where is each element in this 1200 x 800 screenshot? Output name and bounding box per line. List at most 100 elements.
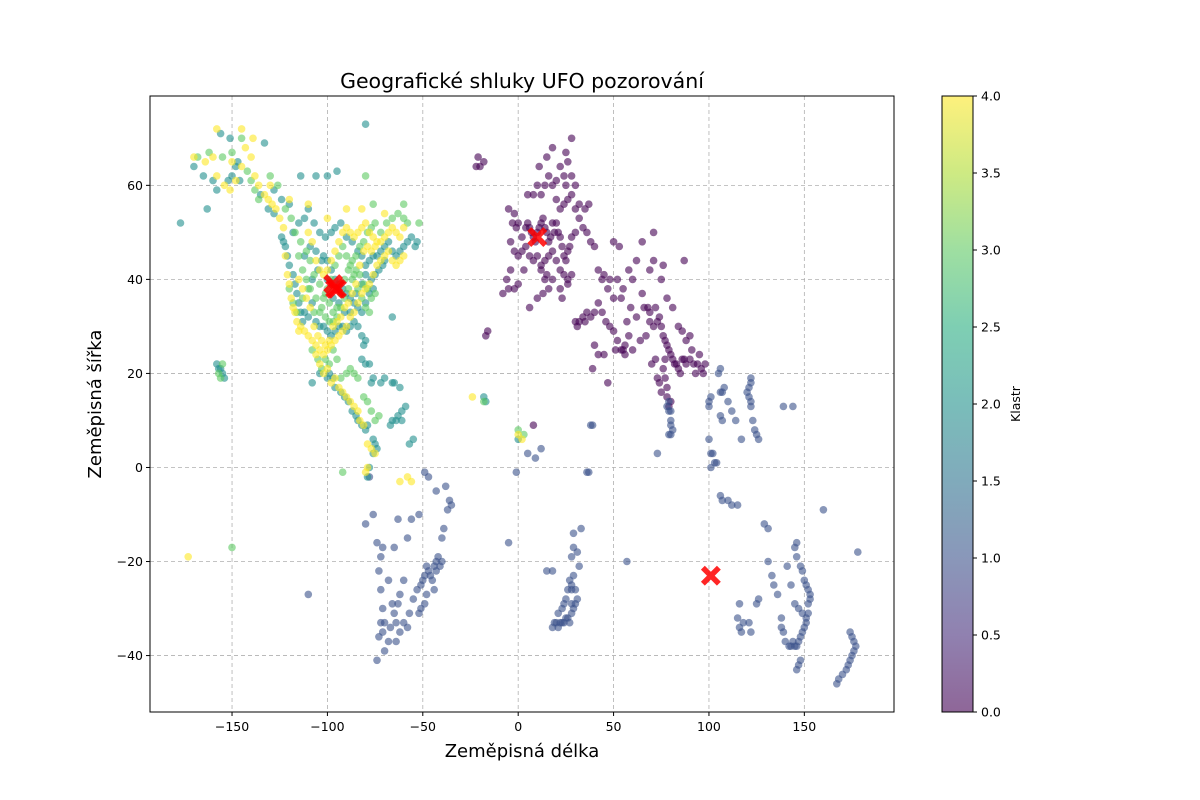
data-point-cluster-2 — [407, 233, 416, 241]
data-point-cluster-0 — [575, 214, 583, 223]
x-tick-label: 50 — [606, 719, 622, 734]
data-point-cluster-0 — [571, 181, 580, 190]
data-point-cluster-0 — [590, 341, 599, 350]
data-point-cluster-1 — [731, 416, 740, 425]
data-point-cluster-1 — [415, 609, 423, 618]
data-point-cluster-2 — [293, 289, 301, 298]
data-point-cluster-4 — [399, 252, 408, 260]
x-axis-ticks: −150 −100 −50 0 50 100 150 — [215, 712, 816, 734]
data-point-cluster-1 — [705, 402, 713, 411]
data-point-cluster-0 — [506, 266, 515, 274]
data-point-cluster-4 — [190, 153, 198, 161]
data-point-cluster-4 — [342, 205, 351, 213]
data-point-cluster-4 — [371, 449, 379, 458]
data-point-cluster-0 — [663, 294, 671, 303]
data-point-cluster-4 — [285, 195, 294, 204]
data-point-cluster-3 — [333, 303, 341, 312]
data-point-cluster-0 — [625, 332, 633, 340]
data-point-cluster-2 — [300, 214, 309, 223]
data-point-cluster-1 — [804, 609, 812, 618]
data-point-cluster-1 — [403, 534, 412, 542]
data-point-cluster-0 — [594, 299, 603, 307]
data-point-cluster-4 — [247, 153, 255, 161]
data-point-cluster-0 — [548, 275, 557, 284]
data-point-cluster-4 — [348, 289, 357, 298]
data-point-cluster-2 — [331, 223, 339, 232]
data-point-cluster-3 — [365, 308, 374, 317]
data-point-cluster-0 — [564, 158, 572, 166]
data-point-cluster-0 — [571, 228, 580, 237]
data-point-cluster-3 — [325, 299, 334, 307]
data-point-cluster-4 — [407, 477, 416, 486]
centroid-marker-4 — [323, 274, 344, 295]
data-point-cluster-3 — [298, 266, 307, 274]
data-point-cluster-0 — [659, 261, 667, 270]
data-point-cluster-4 — [272, 205, 280, 213]
data-point-cluster-4 — [356, 261, 364, 270]
data-point-cluster-0 — [581, 317, 589, 326]
data-point-cluster-1 — [375, 567, 383, 575]
y-tick-label: 20 — [127, 366, 143, 381]
data-point-cluster-4 — [302, 294, 311, 303]
data-point-cluster-4 — [283, 270, 292, 279]
data-point-cluster-1 — [724, 397, 732, 406]
data-point-cluster-4 — [287, 294, 296, 303]
data-point-cluster-0 — [529, 421, 538, 430]
data-point-cluster-1 — [430, 585, 439, 594]
data-point-cluster-0 — [556, 285, 564, 293]
data-point-cluster-0 — [567, 134, 576, 143]
data-point-cluster-4 — [335, 238, 343, 246]
data-point-cluster-2 — [296, 172, 305, 180]
centroid-marker-1 — [700, 565, 721, 586]
data-point-cluster-0 — [613, 336, 622, 345]
colorbar-tick-label: 4.0 — [981, 89, 1001, 104]
data-point-cluster-3 — [375, 412, 383, 420]
data-point-cluster-1 — [373, 656, 381, 665]
data-point-cluster-2 — [190, 162, 198, 171]
colorbar-tick-label: 3.5 — [981, 166, 1001, 181]
data-point-cluster-1 — [567, 553, 576, 561]
data-point-cluster-4 — [396, 477, 404, 486]
data-point-cluster-4 — [365, 280, 374, 288]
data-point-cluster-2 — [260, 139, 269, 147]
data-point-cluster-3 — [352, 252, 360, 260]
data-point-cluster-1 — [745, 383, 753, 392]
data-point-cluster-4 — [358, 205, 366, 213]
data-point-cluster-3 — [302, 247, 311, 255]
data-point-cluster-0 — [523, 190, 532, 199]
data-point-cluster-1 — [386, 623, 395, 632]
data-point-cluster-0 — [594, 350, 603, 359]
data-point-cluster-0 — [626, 303, 635, 312]
data-point-cluster-2 — [199, 172, 208, 180]
data-point-cluster-0 — [678, 327, 686, 335]
colorbar-label: Klastr — [1008, 385, 1023, 422]
data-point-cluster-1 — [399, 576, 408, 585]
data-point-cluster-0 — [646, 266, 654, 274]
data-point-cluster-0 — [541, 181, 549, 190]
data-point-cluster-0 — [539, 214, 547, 223]
data-point-cluster-1 — [396, 628, 404, 636]
data-point-cluster-1 — [409, 595, 418, 603]
data-point-cluster-1 — [768, 571, 776, 580]
data-point-cluster-4 — [369, 270, 378, 279]
data-point-cluster-0 — [594, 266, 603, 274]
data-point-cluster-1 — [384, 637, 393, 646]
data-point-cluster-3 — [337, 374, 345, 382]
data-point-cluster-0 — [518, 233, 526, 241]
data-point-cluster-3 — [218, 153, 227, 161]
data-point-cluster-1 — [667, 407, 675, 415]
colorbar-tick-label: 1.5 — [981, 474, 1001, 489]
data-point-cluster-1 — [504, 538, 513, 547]
data-point-cluster-4 — [266, 181, 275, 190]
data-point-cluster-4 — [228, 158, 236, 166]
data-point-cluster-1 — [394, 515, 402, 523]
data-point-cluster-4 — [331, 247, 339, 255]
data-point-cluster-4 — [304, 228, 313, 237]
data-point-cluster-4 — [350, 308, 358, 317]
colorbar-gradient — [942, 96, 973, 712]
data-point-cluster-0 — [552, 256, 561, 265]
data-point-cluster-1 — [440, 524, 448, 533]
data-point-cluster-2 — [226, 134, 234, 143]
data-point-cluster-4 — [304, 200, 313, 208]
data-point-cluster-4 — [251, 172, 259, 180]
